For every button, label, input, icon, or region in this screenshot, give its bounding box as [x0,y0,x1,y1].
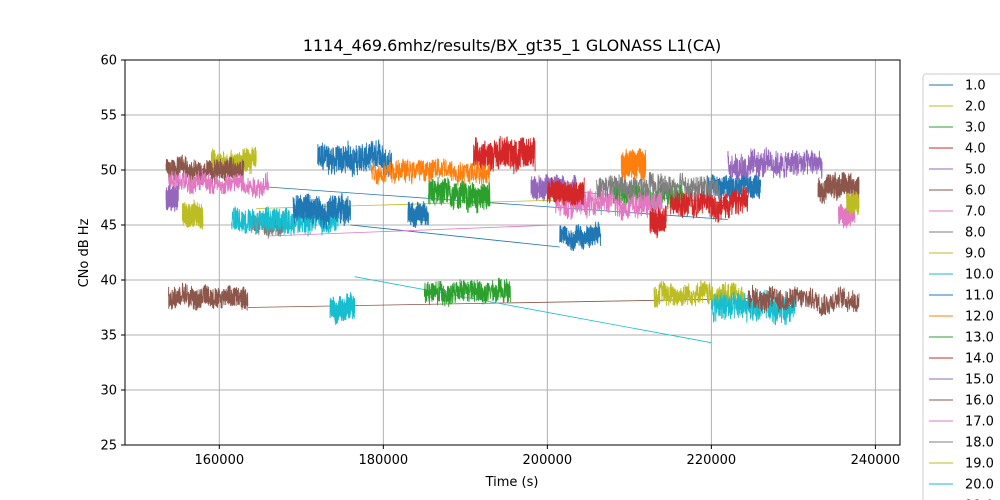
y-axis-title: CNo dB Hz [77,218,92,287]
legend-label: 9.0 [965,247,986,262]
chart-title: 1114_469.6mhz/results/BX_gt35_1 GLONASS … [303,36,721,56]
x-axis: 160000 180000 200000 220000 240000 [194,445,900,468]
series-line-7.0 [555,185,663,221]
x-tick-label: 200000 [523,453,573,468]
connector-line [268,224,556,237]
y-tick-label: 45 [100,219,117,234]
series-line-5.0 [727,147,823,181]
series-line-3.0 [427,176,491,214]
legend-box [922,73,1000,500]
legend-label: 1.0 [965,79,986,94]
y-tick-label: 30 [100,384,117,399]
legend-label: 20.0 [965,478,994,493]
series-line-11.0 [292,192,351,229]
series-line-6.0 [165,154,245,186]
series-line-12.0 [370,158,491,187]
x-tick-label: 180000 [359,453,409,468]
series-line-15.0 [165,182,179,212]
series-line-16.0 [168,282,249,311]
legend-label: 6.0 [965,184,986,199]
x-tick-label: 240000 [851,453,901,468]
legend-label: 12.0 [965,310,994,325]
series-line-11.0 [407,201,429,228]
x-tick-label: 160000 [194,453,244,468]
series-line-9.0 [181,199,204,230]
legend-label: 2.0 [965,100,986,115]
series-line-1.0 [317,139,392,178]
y-tick-label: 55 [100,109,117,124]
y-tick-label: 50 [100,164,117,179]
grid [125,59,900,446]
legend-label: 3.0 [965,121,986,136]
legend-label: 17.0 [965,415,994,430]
series-line-2.0 [210,146,257,178]
legend-label: 5.0 [965,163,986,178]
series-line-10.0 [329,292,356,326]
legend-label: 21.0 [965,499,994,500]
legend-label: 8.0 [965,226,986,241]
legend-label: 18.0 [965,436,994,451]
series-line-14.0 [649,205,667,239]
series-line-4.0 [473,135,536,175]
plot-frame [124,59,901,446]
connector-line [354,276,712,344]
series-line-12.0 [620,148,647,183]
series-line-16.0 [747,284,860,317]
x-tick-label: 220000 [687,453,737,468]
series-line-10.0 [231,204,339,237]
y-tick-label: 25 [100,439,117,454]
legend-label: 7.0 [965,205,986,220]
y-axis: 25 30 35 40 45 50 55 60 [100,54,125,454]
legend-label: 13.0 [965,331,994,346]
y-tick-label: 35 [100,329,117,344]
legend-label: 10.0 [965,268,994,283]
series-line-14.0 [546,177,585,206]
series-line-1.0 [706,170,762,202]
legend: 1.0 2.0 3.0 4.0 5.0 6.0 7.0 8.0 9.0 10.0 11.0 12.0 1… [922,73,1000,500]
connector-line [350,224,560,248]
series-line-9.0 [846,189,860,216]
y-tick-label: 60 [100,54,117,69]
series-line-11.0 [559,221,602,252]
series-line-13.0 [423,277,511,308]
plot-area [165,135,860,344]
legend-label: 14.0 [965,352,994,367]
legend-label: 4.0 [965,142,986,157]
x-axis-title: Time (s) [485,475,539,490]
legend-label: 16.0 [965,394,994,409]
legend-label: 11.0 [965,289,994,304]
series-line-8.0 [596,172,721,201]
y-tick-label: 40 [100,274,117,289]
series-line-7.0 [168,170,269,199]
legend-label: 19.0 [965,457,994,472]
legend-label: 15.0 [965,373,994,388]
series-line-4.0 [670,185,749,223]
